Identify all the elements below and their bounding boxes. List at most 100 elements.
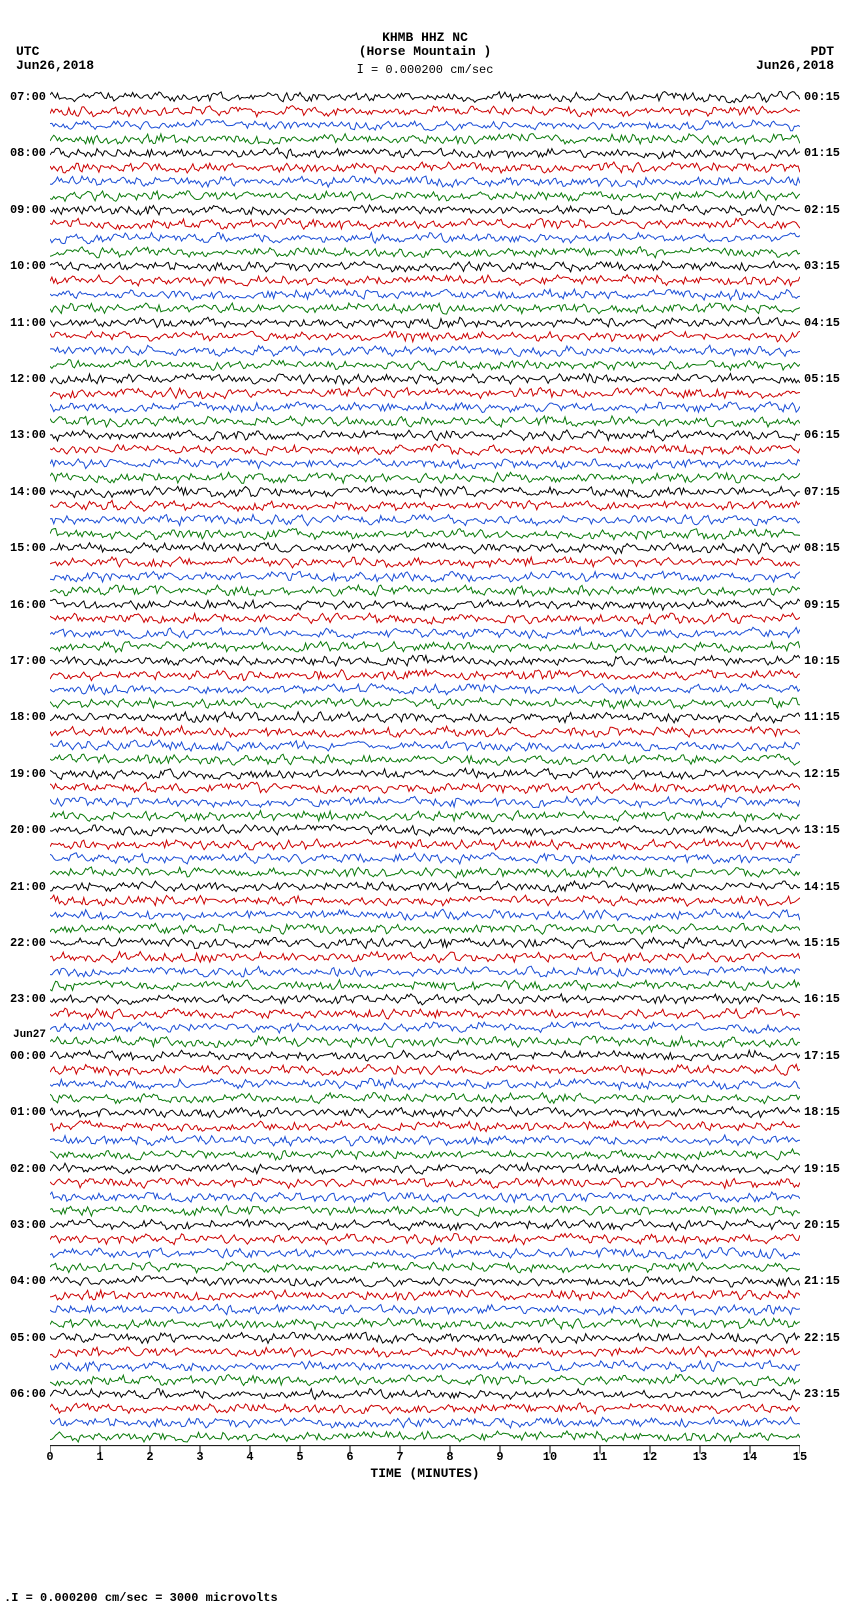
right-time-label: 08:15 bbox=[800, 541, 850, 555]
right-time-label: 10:15 bbox=[800, 654, 850, 668]
right-time-label: 17:15 bbox=[800, 1049, 850, 1063]
right-time-label: 12:15 bbox=[800, 767, 850, 781]
x-axis-label: TIME (MINUTES) bbox=[50, 1466, 800, 1481]
trace-52 bbox=[50, 825, 800, 836]
trace-45 bbox=[50, 726, 800, 737]
trace-95 bbox=[50, 1431, 800, 1442]
trace-11 bbox=[50, 247, 800, 258]
trace-20 bbox=[50, 374, 800, 385]
x-tick-label: 8 bbox=[446, 1450, 453, 1464]
trace-17 bbox=[50, 331, 800, 342]
trace-66 bbox=[50, 1022, 800, 1033]
trace-41 bbox=[50, 670, 800, 681]
trace-82 bbox=[50, 1248, 800, 1259]
left-time-label: 15:00 bbox=[0, 541, 50, 555]
trace-85 bbox=[50, 1290, 800, 1301]
tz-left: UTC bbox=[16, 44, 39, 59]
trace-5 bbox=[50, 162, 800, 173]
trace-58 bbox=[50, 909, 800, 920]
left-time-label: Jun27 bbox=[0, 1029, 50, 1041]
scale-text: = 0.000200 cm/sec bbox=[364, 63, 494, 77]
left-time-label: 11:00 bbox=[0, 316, 50, 330]
right-time-label: 19:15 bbox=[800, 1162, 850, 1176]
trace-90 bbox=[50, 1360, 800, 1371]
right-time-label: 21:15 bbox=[800, 1274, 850, 1288]
x-tick-label: 5 bbox=[296, 1450, 303, 1464]
trace-25 bbox=[50, 444, 800, 455]
left-time-label: 19:00 bbox=[0, 767, 50, 781]
x-tick-label: 10 bbox=[543, 1450, 557, 1464]
trace-65 bbox=[50, 1008, 800, 1019]
left-time-label: 07:00 bbox=[0, 90, 50, 104]
trace-4 bbox=[50, 148, 800, 159]
date-right: Jun26,2018 bbox=[756, 58, 834, 73]
trace-87 bbox=[50, 1318, 800, 1329]
trace-74 bbox=[50, 1135, 800, 1146]
right-time-label: 23:15 bbox=[800, 1387, 850, 1401]
left-time-label: 08:00 bbox=[0, 146, 50, 160]
x-tick-label: 9 bbox=[496, 1450, 503, 1464]
right-time-label: 01:15 bbox=[800, 146, 850, 160]
trace-62 bbox=[50, 966, 800, 976]
right-time-label: 09:15 bbox=[800, 598, 850, 612]
trace-12 bbox=[50, 261, 800, 272]
trace-64 bbox=[50, 994, 800, 1005]
tz-right: PDT bbox=[811, 44, 834, 59]
trace-77 bbox=[50, 1178, 800, 1188]
right-time-label: 06:15 bbox=[800, 428, 850, 442]
x-tick-label: 7 bbox=[396, 1450, 403, 1464]
location-title: (Horse Mountain ) bbox=[0, 44, 850, 59]
x-tick-label: 15 bbox=[793, 1450, 807, 1464]
trace-29 bbox=[50, 500, 800, 511]
trace-48 bbox=[50, 768, 800, 779]
right-time-label: 03:15 bbox=[800, 259, 850, 273]
trace-34 bbox=[50, 571, 800, 582]
trace-63 bbox=[50, 980, 800, 991]
trace-70 bbox=[50, 1078, 800, 1089]
trace-57 bbox=[50, 895, 800, 906]
trace-76 bbox=[50, 1163, 800, 1174]
trace-6 bbox=[50, 176, 800, 187]
footer-scale: .I = 0.000200 cm/sec = 3000 microvolts bbox=[4, 1591, 278, 1605]
x-tick-label: 6 bbox=[346, 1450, 353, 1464]
trace-36 bbox=[50, 599, 800, 610]
left-time-label: 14:00 bbox=[0, 485, 50, 499]
left-time-label: 01:00 bbox=[0, 1105, 50, 1119]
x-axis: TIME (MINUTES) 0123456789101112131415 bbox=[50, 1450, 800, 1490]
left-time-label: 10:00 bbox=[0, 259, 50, 273]
right-time-label: 13:15 bbox=[800, 823, 850, 837]
trace-60 bbox=[50, 937, 800, 948]
trace-67 bbox=[50, 1036, 800, 1047]
left-time-label: 09:00 bbox=[0, 203, 50, 217]
left-time-label: 04:00 bbox=[0, 1274, 50, 1288]
right-time-label: 05:15 bbox=[800, 372, 850, 386]
trace-24 bbox=[50, 430, 800, 441]
left-time-label: 03:00 bbox=[0, 1218, 50, 1232]
trace-56 bbox=[50, 881, 800, 892]
trace-78 bbox=[50, 1192, 800, 1202]
trace-22 bbox=[50, 402, 800, 413]
right-time-label: 04:15 bbox=[800, 316, 850, 330]
trace-28 bbox=[50, 486, 800, 497]
trace-69 bbox=[50, 1064, 800, 1075]
left-time-label: 00:00 bbox=[0, 1049, 50, 1063]
trace-7 bbox=[50, 190, 800, 201]
trace-13 bbox=[50, 275, 800, 286]
trace-40 bbox=[50, 655, 800, 666]
trace-68 bbox=[50, 1050, 800, 1061]
trace-44 bbox=[50, 712, 800, 723]
footer-bar-icon: .I bbox=[4, 1591, 18, 1605]
trace-80 bbox=[50, 1219, 800, 1230]
plot-area bbox=[50, 86, 800, 1443]
left-time-label: 21:00 bbox=[0, 880, 50, 894]
helicorder-svg bbox=[50, 86, 800, 1464]
left-time-label: 22:00 bbox=[0, 936, 50, 950]
trace-55 bbox=[50, 867, 800, 878]
right-time-label: 07:15 bbox=[800, 485, 850, 499]
trace-37 bbox=[50, 613, 800, 624]
right-time-label: 18:15 bbox=[800, 1105, 850, 1119]
trace-84 bbox=[50, 1276, 800, 1287]
trace-3 bbox=[50, 134, 800, 145]
left-time-label: 13:00 bbox=[0, 428, 50, 442]
trace-1 bbox=[50, 106, 800, 117]
